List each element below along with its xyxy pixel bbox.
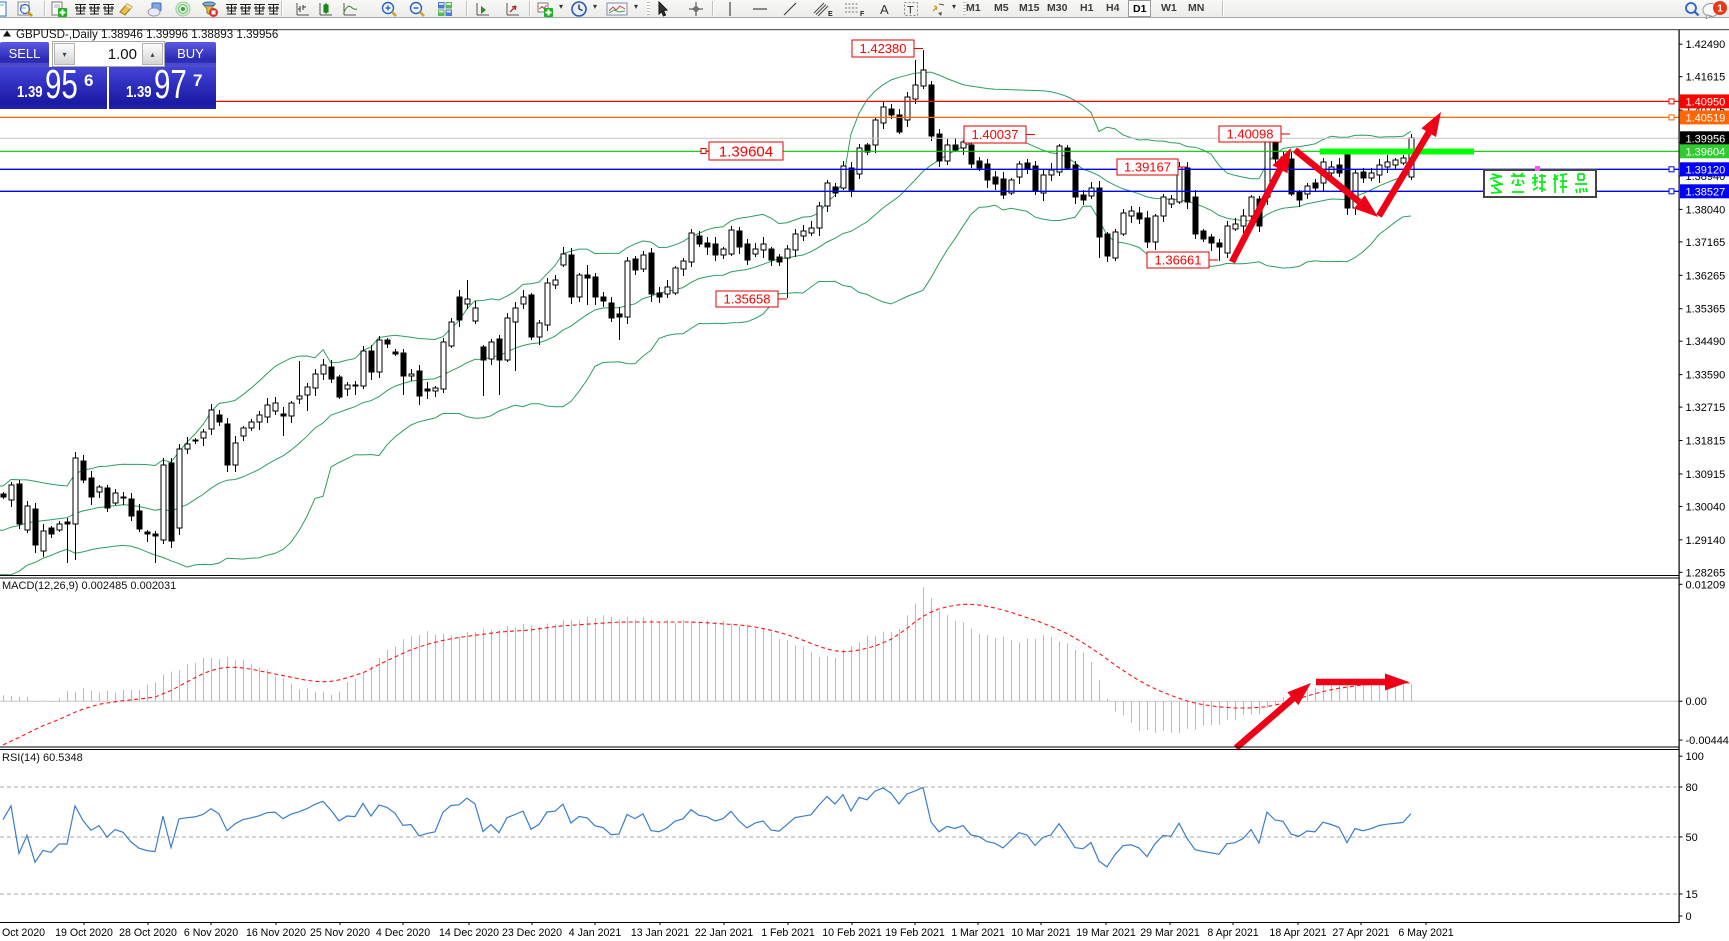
svg-text:Oct 2020: Oct 2020 [2,927,45,939]
svg-text:1.39604: 1.39604 [719,143,773,160]
svg-text:1.36265: 1.36265 [1686,270,1726,282]
svg-text:1.40037: 1.40037 [972,127,1019,142]
svg-text:1.35365: 1.35365 [1686,304,1726,316]
svg-text:22 Jan 2021: 22 Jan 2021 [695,927,753,939]
svg-text:8 Apr 2021: 8 Apr 2021 [1207,927,1258,939]
svg-text:19 Mar 2021: 19 Mar 2021 [1076,927,1136,939]
svg-text:1.33590: 1.33590 [1686,370,1726,382]
svg-text:1.35658: 1.35658 [724,292,771,307]
svg-text:1.40098: 1.40098 [1227,127,1274,142]
svg-text:E: E [828,11,833,17]
svg-text:1: 1 [1717,4,1723,15]
svg-text:1.39167: 1.39167 [1124,160,1171,175]
svg-text:1.39956: 1.39956 [1686,133,1726,145]
svg-text:1.40950: 1.40950 [1686,96,1726,108]
svg-text:RSI(14) 60.5348: RSI(14) 60.5348 [2,752,83,764]
svg-text:4 Dec 2020: 4 Dec 2020 [376,927,430,939]
svg-text:1.37165: 1.37165 [1686,237,1726,249]
svg-text:15: 15 [1686,889,1698,901]
svg-text:19 Oct 2020: 19 Oct 2020 [55,927,113,939]
svg-text:F: F [860,11,865,17]
svg-text:4 Jan 2021: 4 Jan 2021 [569,927,622,939]
svg-text:18 Apr 2021: 18 Apr 2021 [1269,927,1326,939]
svg-text:1.42380: 1.42380 [860,41,907,56]
svg-text:19 Feb 2021: 19 Feb 2021 [885,927,945,939]
svg-text:MACD(12,26,9) 0.002485 0.00203: MACD(12,26,9) 0.002485 0.002031 [2,580,176,592]
svg-text:T: T [907,5,914,17]
svg-text:10 Mar 2021: 10 Mar 2021 [1011,927,1071,939]
svg-text:27 Apr 2021: 27 Apr 2021 [1332,927,1389,939]
svg-text:1.30040: 1.30040 [1686,501,1726,513]
svg-text:-0.004446: -0.004446 [1686,735,1729,747]
svg-text:1.36661: 1.36661 [1155,253,1202,268]
svg-text:10 Feb 2021: 10 Feb 2021 [822,927,882,939]
svg-text:25 Nov 2020: 25 Nov 2020 [310,927,370,939]
svg-text:1.38527: 1.38527 [1686,186,1726,198]
svg-text:16 Nov 2020: 16 Nov 2020 [246,927,306,939]
svg-text:100: 100 [1686,751,1704,763]
svg-text:1.29140: 1.29140 [1686,535,1726,547]
svg-text:1.32715: 1.32715 [1686,402,1726,414]
svg-text:0: 0 [1686,911,1692,923]
svg-text:6 May 2021: 6 May 2021 [1398,927,1453,939]
svg-text:1.31815: 1.31815 [1686,436,1726,448]
svg-text:GBPUSD-,Daily 1.38946 1.39996: GBPUSD-,Daily 1.38946 1.39996 1.38893 1.… [16,28,278,41]
svg-text:1.39120: 1.39120 [1686,164,1726,176]
svg-text:14 Dec 2020: 14 Dec 2020 [439,927,499,939]
svg-text:1.40519: 1.40519 [1686,112,1726,124]
svg-text:1.42490: 1.42490 [1686,39,1726,51]
svg-text:23 Dec 2020: 23 Dec 2020 [502,927,562,939]
svg-text:1.41615: 1.41615 [1686,72,1726,84]
svg-text:1.34490: 1.34490 [1686,336,1726,348]
svg-text:1 Mar 2021: 1 Mar 2021 [951,927,1005,939]
svg-text:1.38040: 1.38040 [1686,204,1726,216]
svg-text:28 Oct 2020: 28 Oct 2020 [119,927,177,939]
svg-text:29 Mar 2021: 29 Mar 2021 [1140,927,1200,939]
svg-text:13 Jan 2021: 13 Jan 2021 [631,927,689,939]
svg-text:1.30915: 1.30915 [1686,469,1726,481]
svg-text:1.39604: 1.39604 [1686,146,1726,158]
svg-text:A: A [880,2,889,17]
svg-text:1.28265: 1.28265 [1686,567,1726,579]
svg-text:80: 80 [1686,782,1698,794]
svg-text:1 Feb 2021: 1 Feb 2021 [761,927,815,939]
svg-text:0.01209: 0.01209 [1686,579,1726,591]
svg-text:50: 50 [1686,832,1698,844]
svg-text:0.00: 0.00 [1686,696,1707,708]
svg-text:6 Nov 2020: 6 Nov 2020 [184,927,238,939]
